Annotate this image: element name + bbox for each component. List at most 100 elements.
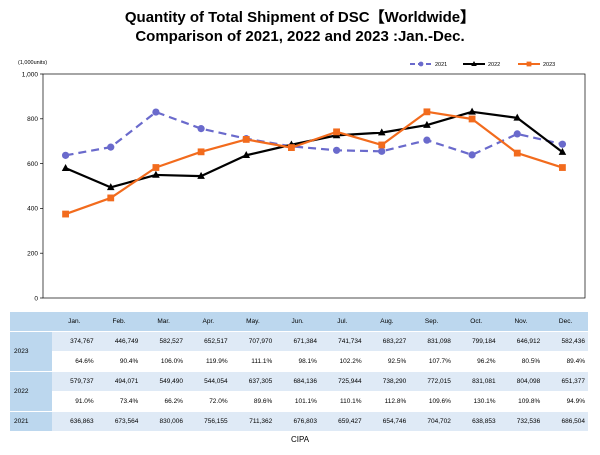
point-2023 — [62, 210, 69, 218]
table-value-cell: 374,767 — [52, 331, 97, 352]
point-2022 — [513, 113, 522, 121]
point-2021 — [468, 151, 476, 159]
table-percent-cell: 64.6% — [52, 351, 97, 372]
table-percent-cell: 91.0% — [52, 391, 97, 412]
plot-frame — [42, 73, 586, 299]
table-value-cell: 676,803 — [275, 411, 320, 432]
legend-label-2022: 2022 — [488, 62, 500, 68]
table-year-label: 2021 — [10, 411, 52, 432]
table-value-cell: 549,490 — [141, 371, 186, 392]
chart-title-line-1: Quantity of Total Shipment of DSC【Worldw… — [124, 9, 476, 26]
table-value-cell: 704,702 — [409, 411, 454, 432]
y-unit-label: (1,000units) — [18, 60, 47, 66]
table-month-header: Apr. — [185, 312, 231, 332]
point-2022 — [242, 151, 251, 159]
table-month-header: Dec. — [543, 312, 588, 332]
table-row: 64.6% 90.4% 106.0% 119.9% 111.1% 98.1% 102.2% 9… — [10, 351, 588, 372]
point-2022 — [468, 107, 476, 115]
y-tick-label: 1,000 — [22, 71, 39, 78]
point-2023 — [513, 149, 521, 157]
table-percent-cell: 94.9% — [543, 391, 588, 412]
table-row: 2023 374,767 446,749 582,527 652,517 707,970 6… — [10, 331, 588, 372]
table-value-cell: 673,564 — [96, 411, 142, 432]
point-2022 — [152, 170, 160, 178]
table-value-cell: 544,054 — [185, 371, 231, 392]
point-2022 — [558, 147, 567, 155]
table-percent-cell: 112.8% — [364, 391, 410, 412]
table-percent-cell: 92.5% — [364, 351, 410, 372]
table-month-header: Jan. — [52, 312, 97, 332]
table-percent-cell: 98.1% — [275, 351, 320, 372]
table-value-cell: 579,737 — [52, 371, 97, 392]
table-value-cell: 636,863 — [52, 411, 97, 432]
point-2021 — [423, 136, 431, 144]
table-month-header: Jul. — [319, 312, 365, 332]
data-table: Jan. Feb. Mar. Apr. May. Jun. Jul. Aug. Sep. Oct.… — [10, 312, 588, 432]
legend-label-2021: 2021 — [435, 62, 447, 68]
table-percent-cell: 106.0% — [141, 351, 186, 372]
table-value-cell: 686,504 — [543, 411, 588, 432]
table-value-cell: 799,184 — [453, 331, 499, 352]
table-percent-cell: 119.9% — [185, 351, 231, 372]
point-2023 — [288, 144, 295, 152]
table-value-cell: 654,746 — [364, 411, 410, 432]
table-percent-cell: 111.1% — [230, 351, 276, 372]
table-month-header: Oct. — [453, 312, 499, 332]
point-2023 — [152, 164, 160, 171]
table-value-cell: 446,749 — [96, 331, 142, 352]
point-2023 — [378, 141, 386, 149]
table-percent-cell: 72.0% — [185, 391, 231, 412]
table-percent-cell: 130.1% — [453, 391, 499, 412]
point-2021 — [558, 140, 567, 148]
table-value-cell: 772,015 — [409, 371, 454, 392]
point-2023 — [423, 108, 431, 116]
table-month-header: Sep. — [409, 312, 454, 332]
table-percent-cell: 107.7% — [409, 351, 454, 372]
table-value-cell: 659,427 — [319, 411, 365, 432]
point-2023 — [468, 115, 476, 123]
table-month-header: Feb. — [96, 312, 142, 332]
point-2021 — [197, 125, 205, 133]
point-2022 — [106, 183, 115, 191]
table-value-cell: 711,362 — [230, 411, 276, 432]
point-2021 — [107, 143, 115, 151]
table-month-header: Mar. — [141, 312, 186, 332]
table-value-cell: 831,098 — [409, 331, 454, 352]
table-percent-cell: 73.4% — [96, 391, 142, 412]
legend-label-2023: 2023 — [543, 62, 555, 68]
table-value-cell: 756,155 — [185, 411, 231, 432]
table-percent-cell: 96.2% — [453, 351, 499, 372]
line-chart: 0 200 400 600 800 1,000 (1,000units) 2021 2022 20… — [18, 60, 586, 302]
legend-marker-2023 — [526, 61, 532, 67]
table-year-label: 2023 — [10, 331, 52, 372]
table-percent-cell: 110.1% — [319, 391, 365, 412]
table-row: 2022 579,737 494,071 549,490 544,054 637,305 6… — [10, 371, 588, 412]
point-2022 — [197, 171, 205, 179]
point-2021 — [378, 147, 386, 155]
table-month-header: Aug. — [364, 312, 410, 332]
point-2023 — [197, 148, 205, 156]
table-percent-cell: 89.4% — [543, 351, 588, 372]
table-value-cell: 831,081 — [453, 371, 499, 392]
series-line-2021 — [65, 110, 563, 157]
table-corner — [10, 312, 52, 332]
table-value-cell: 830,006 — [141, 411, 186, 432]
table-row: 2021 636,863 673,564 830,006 756,155 711,362 6… — [10, 411, 588, 432]
table-value-cell: 494,071 — [96, 371, 142, 392]
point-2021 — [152, 108, 160, 116]
table-value-cell: 646,912 — [498, 331, 544, 352]
y-tick-label: 800 — [27, 116, 38, 123]
table-value-cell: 651,377 — [543, 371, 588, 392]
table-percent-cell: 80.5% — [498, 351, 544, 372]
y-tick-label: 0 — [34, 295, 38, 302]
table-value-cell: 738,290 — [364, 371, 410, 392]
point-2021 — [61, 151, 70, 159]
table-value-cell: 707,970 — [230, 331, 276, 352]
legend-marker-2021 — [418, 61, 424, 67]
table-month-header: Nov. — [498, 312, 544, 332]
point-2021 — [332, 146, 341, 154]
table-percent-cell: 66.2% — [141, 391, 186, 412]
table-row: 91.0% 73.4% 66.2% 72.0% 89.6% 101.1% 110.1% 112… — [10, 391, 588, 412]
point-2023 — [333, 128, 340, 136]
table-percent-cell: 102.2% — [319, 351, 365, 372]
